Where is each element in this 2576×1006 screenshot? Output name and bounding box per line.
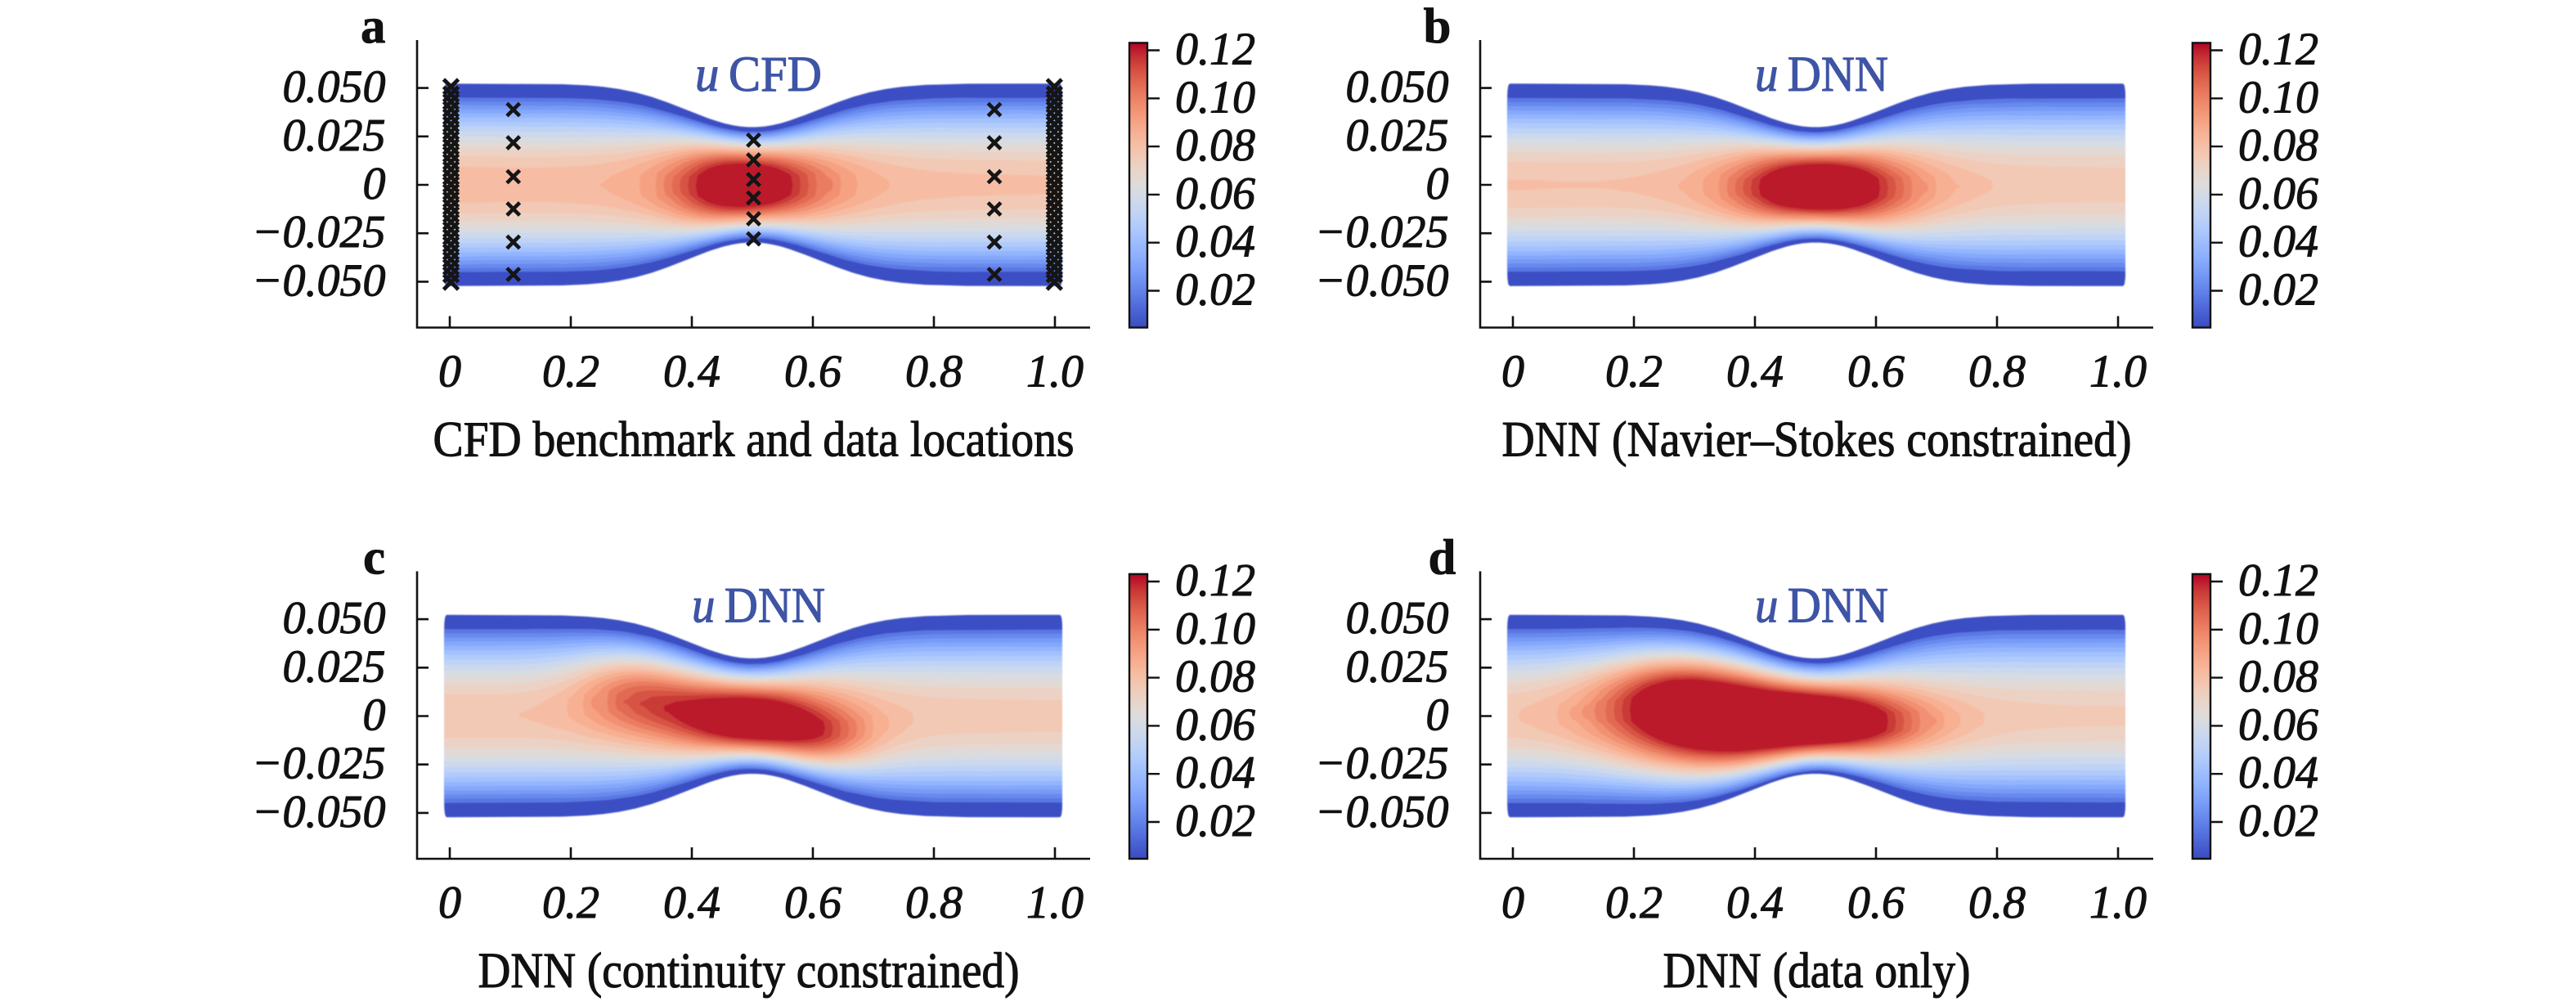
svg-text:0.12: 0.12 [2238, 25, 2318, 75]
svg-text:0.06: 0.06 [2238, 699, 2318, 750]
svg-text:0.050: 0.050 [1346, 593, 1449, 644]
svg-text:0.050: 0.050 [1346, 62, 1449, 113]
svg-text:0.025: 0.025 [1346, 110, 1449, 161]
svg-text:0.02: 0.02 [2238, 265, 2318, 316]
svg-text:0.6: 0.6 [1847, 878, 1905, 928]
svg-text:0.02: 0.02 [1175, 796, 1255, 847]
svg-text:0.025: 0.025 [283, 641, 386, 692]
svg-text:0: 0 [438, 347, 461, 397]
svg-text:0.04: 0.04 [1175, 217, 1255, 267]
svg-text:0.08: 0.08 [2238, 652, 2318, 703]
svg-text:u DNN: u DNN [692, 578, 825, 633]
svg-text:−0.025: −0.025 [252, 739, 386, 789]
svg-text:0.4: 0.4 [1726, 878, 1784, 928]
svg-text:0.6: 0.6 [1847, 347, 1905, 397]
svg-text:−0.050: −0.050 [1315, 787, 1449, 838]
svg-text:0: 0 [1426, 690, 1449, 741]
svg-text:0.2: 0.2 [1605, 347, 1663, 397]
svg-text:0.8: 0.8 [1968, 878, 2026, 928]
svg-text:0.04: 0.04 [2238, 217, 2318, 267]
svg-text:−0.050: −0.050 [252, 255, 386, 306]
svg-text:0: 0 [1501, 878, 1524, 928]
svg-text:u DNN: u DNN [1755, 47, 1888, 102]
svg-text:0.04: 0.04 [1175, 748, 1255, 798]
svg-text:−0.050: −0.050 [252, 787, 386, 838]
svg-text:0.8: 0.8 [905, 878, 963, 928]
svg-text:0.08: 0.08 [1175, 652, 1255, 703]
svg-text:0.050: 0.050 [283, 62, 386, 113]
svg-text:0.10: 0.10 [2238, 72, 2318, 123]
svg-text:0.4: 0.4 [663, 878, 720, 928]
svg-text:0.8: 0.8 [1968, 347, 2026, 397]
svg-text:CFD benchmark and data locatio: CFD benchmark and data locations [433, 413, 1075, 468]
svg-text:0: 0 [363, 690, 386, 741]
svg-text:0.6: 0.6 [784, 878, 841, 928]
svg-text:0.06: 0.06 [2238, 168, 2318, 219]
svg-text:0.08: 0.08 [1175, 120, 1255, 171]
svg-text:0.12: 0.12 [2238, 555, 2318, 606]
svg-text:a: a [361, 0, 386, 54]
svg-text:1.0: 1.0 [2089, 878, 2147, 928]
svg-text:0: 0 [363, 159, 386, 209]
svg-text:0.12: 0.12 [1175, 25, 1255, 75]
svg-text:0: 0 [438, 878, 461, 928]
svg-text:0.10: 0.10 [1175, 72, 1255, 123]
svg-text:0.4: 0.4 [1726, 347, 1784, 397]
svg-text:0.10: 0.10 [1175, 604, 1255, 654]
svg-text:0.12: 0.12 [1175, 555, 1255, 606]
svg-text:0.4: 0.4 [663, 347, 720, 397]
svg-text:0.050: 0.050 [283, 593, 386, 644]
svg-text:1.0: 1.0 [2089, 347, 2147, 397]
svg-text:c: c [363, 531, 385, 586]
svg-text:0.08: 0.08 [2238, 120, 2318, 171]
svg-text:0.2: 0.2 [542, 347, 599, 397]
svg-text:0.8: 0.8 [905, 347, 963, 397]
svg-text:−0.025: −0.025 [1315, 739, 1449, 789]
svg-text:0.2: 0.2 [542, 878, 599, 928]
svg-text:0.06: 0.06 [1175, 168, 1255, 219]
svg-text:0: 0 [1501, 347, 1524, 397]
svg-text:0.2: 0.2 [1605, 878, 1663, 928]
svg-text:b: b [1424, 0, 1452, 54]
svg-text:−0.025: −0.025 [1315, 207, 1449, 258]
svg-text:DNN (Navier–Stokes constrained: DNN (Navier–Stokes constrained) [1502, 413, 2132, 468]
svg-text:u DNN: u DNN [1755, 578, 1888, 633]
svg-text:0.10: 0.10 [2238, 604, 2318, 654]
svg-text:DNN (continuity constrained): DNN (continuity constrained) [478, 944, 1020, 999]
svg-text:1.0: 1.0 [1026, 878, 1084, 928]
svg-text:0.025: 0.025 [1346, 641, 1449, 692]
svg-text:0.02: 0.02 [1175, 265, 1255, 316]
svg-text:0.6: 0.6 [784, 347, 841, 397]
svg-text:0.02: 0.02 [2238, 796, 2318, 847]
svg-text:u CFD: u CFD [695, 47, 822, 102]
svg-text:0.04: 0.04 [2238, 748, 2318, 798]
svg-text:DNN (data only): DNN (data only) [1663, 944, 1971, 999]
svg-text:0.025: 0.025 [283, 110, 386, 161]
svg-text:−0.025: −0.025 [252, 207, 386, 258]
svg-text:d: d [1429, 531, 1456, 586]
svg-text:0.06: 0.06 [1175, 699, 1255, 750]
svg-text:−0.050: −0.050 [1315, 255, 1449, 306]
svg-text:1.0: 1.0 [1026, 347, 1084, 397]
svg-text:0: 0 [1426, 159, 1449, 209]
